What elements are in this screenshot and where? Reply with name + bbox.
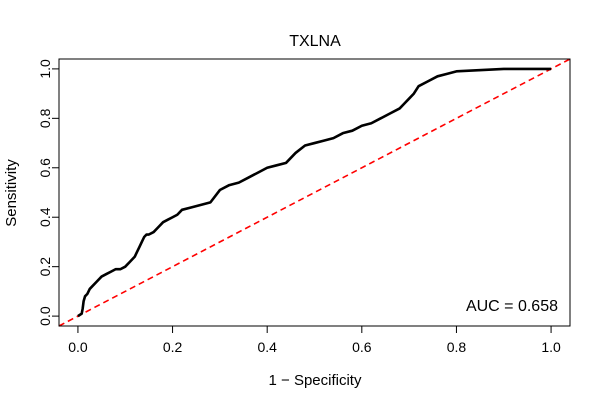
auc-annotation: AUC = 0.658 — [466, 298, 558, 315]
x-tick-label: 0.8 — [447, 339, 467, 355]
y-tick-label: 1.0 — [37, 59, 53, 79]
x-tick-label: 1.0 — [541, 339, 561, 355]
y-tick-label: 0.8 — [37, 108, 53, 128]
plot-frame — [58, 58, 571, 327]
y-tick-label: 0.6 — [37, 158, 53, 178]
y-axis-ticks: 0.0 0.2 0.4 0.6 0.8 1.0 — [37, 59, 59, 326]
y-tick-label: 0.2 — [37, 257, 53, 277]
x-tick-label: 0.2 — [163, 339, 183, 355]
chart-title: TXLNA — [289, 33, 341, 50]
x-axis-label: 1 − Specificity — [269, 372, 362, 389]
roc-curve-line — [77, 67, 552, 318]
x-tick-label: 0.4 — [257, 339, 277, 355]
x-tick-label: 0.6 — [352, 339, 372, 355]
y-axis-label: Sensitivity — [3, 159, 20, 227]
x-tick-label: 0.0 — [68, 339, 88, 355]
x-axis-ticks: 0.0 0.2 0.4 0.6 0.8 1.0 — [68, 326, 561, 355]
reference-diagonal-line — [58, 58, 571, 327]
y-tick-label: 0.0 — [37, 306, 53, 326]
y-tick-label: 0.4 — [37, 207, 53, 227]
